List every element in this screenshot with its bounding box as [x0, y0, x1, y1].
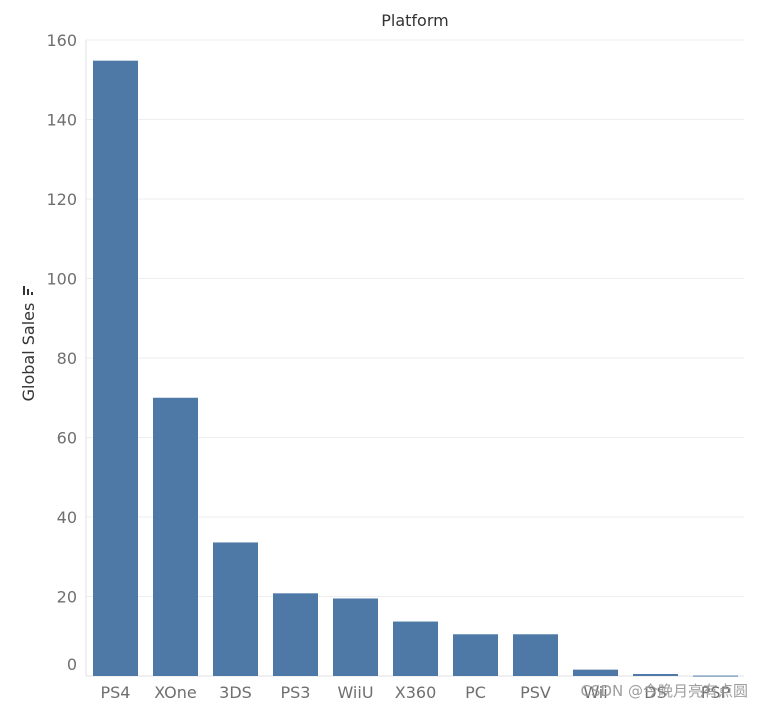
- y-tick-label: 0: [67, 655, 77, 674]
- bar-psv[interactable]: [513, 634, 558, 676]
- y-tick-label: 20: [57, 588, 77, 607]
- x-tick-label: 3DS: [219, 683, 252, 702]
- bar-ps3[interactable]: [273, 593, 318, 676]
- bars: [93, 60, 738, 677]
- y-tick-label: 140: [46, 111, 77, 130]
- x-tick-label: X360: [395, 683, 437, 702]
- sort-icon[interactable]: [23, 286, 33, 295]
- y-axis-ticks: 0 20 40 60 80 100 120 140 160: [46, 31, 77, 674]
- bar-wii[interactable]: [573, 669, 618, 676]
- x-axis-ticks: PS4 XOne 3DS PS3 WiiU X360 PC PSV Wii DS PSP: [101, 683, 731, 702]
- x-tick-label: WiiU: [337, 683, 373, 702]
- bar-wiiu[interactable]: [333, 598, 378, 676]
- y-tick-label: 40: [57, 508, 77, 527]
- x-tick-label: Wii: [583, 683, 607, 702]
- x-tick-label: PSP: [701, 683, 731, 702]
- y-axis-label-group: Global Sales: [19, 286, 38, 401]
- bar-pc[interactable]: [453, 634, 498, 676]
- y-axis-label: Global Sales: [19, 303, 38, 402]
- y-tick-label: 160: [46, 31, 77, 50]
- bar-ps4[interactable]: [93, 60, 138, 677]
- y-tick-label: 60: [57, 429, 77, 448]
- bar-ds[interactable]: [633, 674, 678, 676]
- y-tick-label: 120: [46, 190, 77, 209]
- chart-title: Platform: [381, 11, 448, 30]
- bar-xone[interactable]: [153, 397, 198, 676]
- watermark: CSDN @今晚月亮有点圆: [580, 682, 748, 700]
- x-tick-label: PSV: [520, 683, 551, 702]
- x-tick-label: DS: [644, 683, 666, 702]
- x-tick-label: PS4: [101, 683, 131, 702]
- y-tick-label: 100: [46, 270, 77, 289]
- x-tick-label: PS3: [281, 683, 311, 702]
- y-tick-label: 80: [57, 349, 77, 368]
- bar-3ds[interactable]: [213, 542, 258, 676]
- bar-psp[interactable]: [693, 675, 738, 677]
- x-tick-label: XOne: [154, 683, 197, 702]
- bar-x360[interactable]: [393, 621, 438, 676]
- x-tick-label: PC: [465, 683, 486, 702]
